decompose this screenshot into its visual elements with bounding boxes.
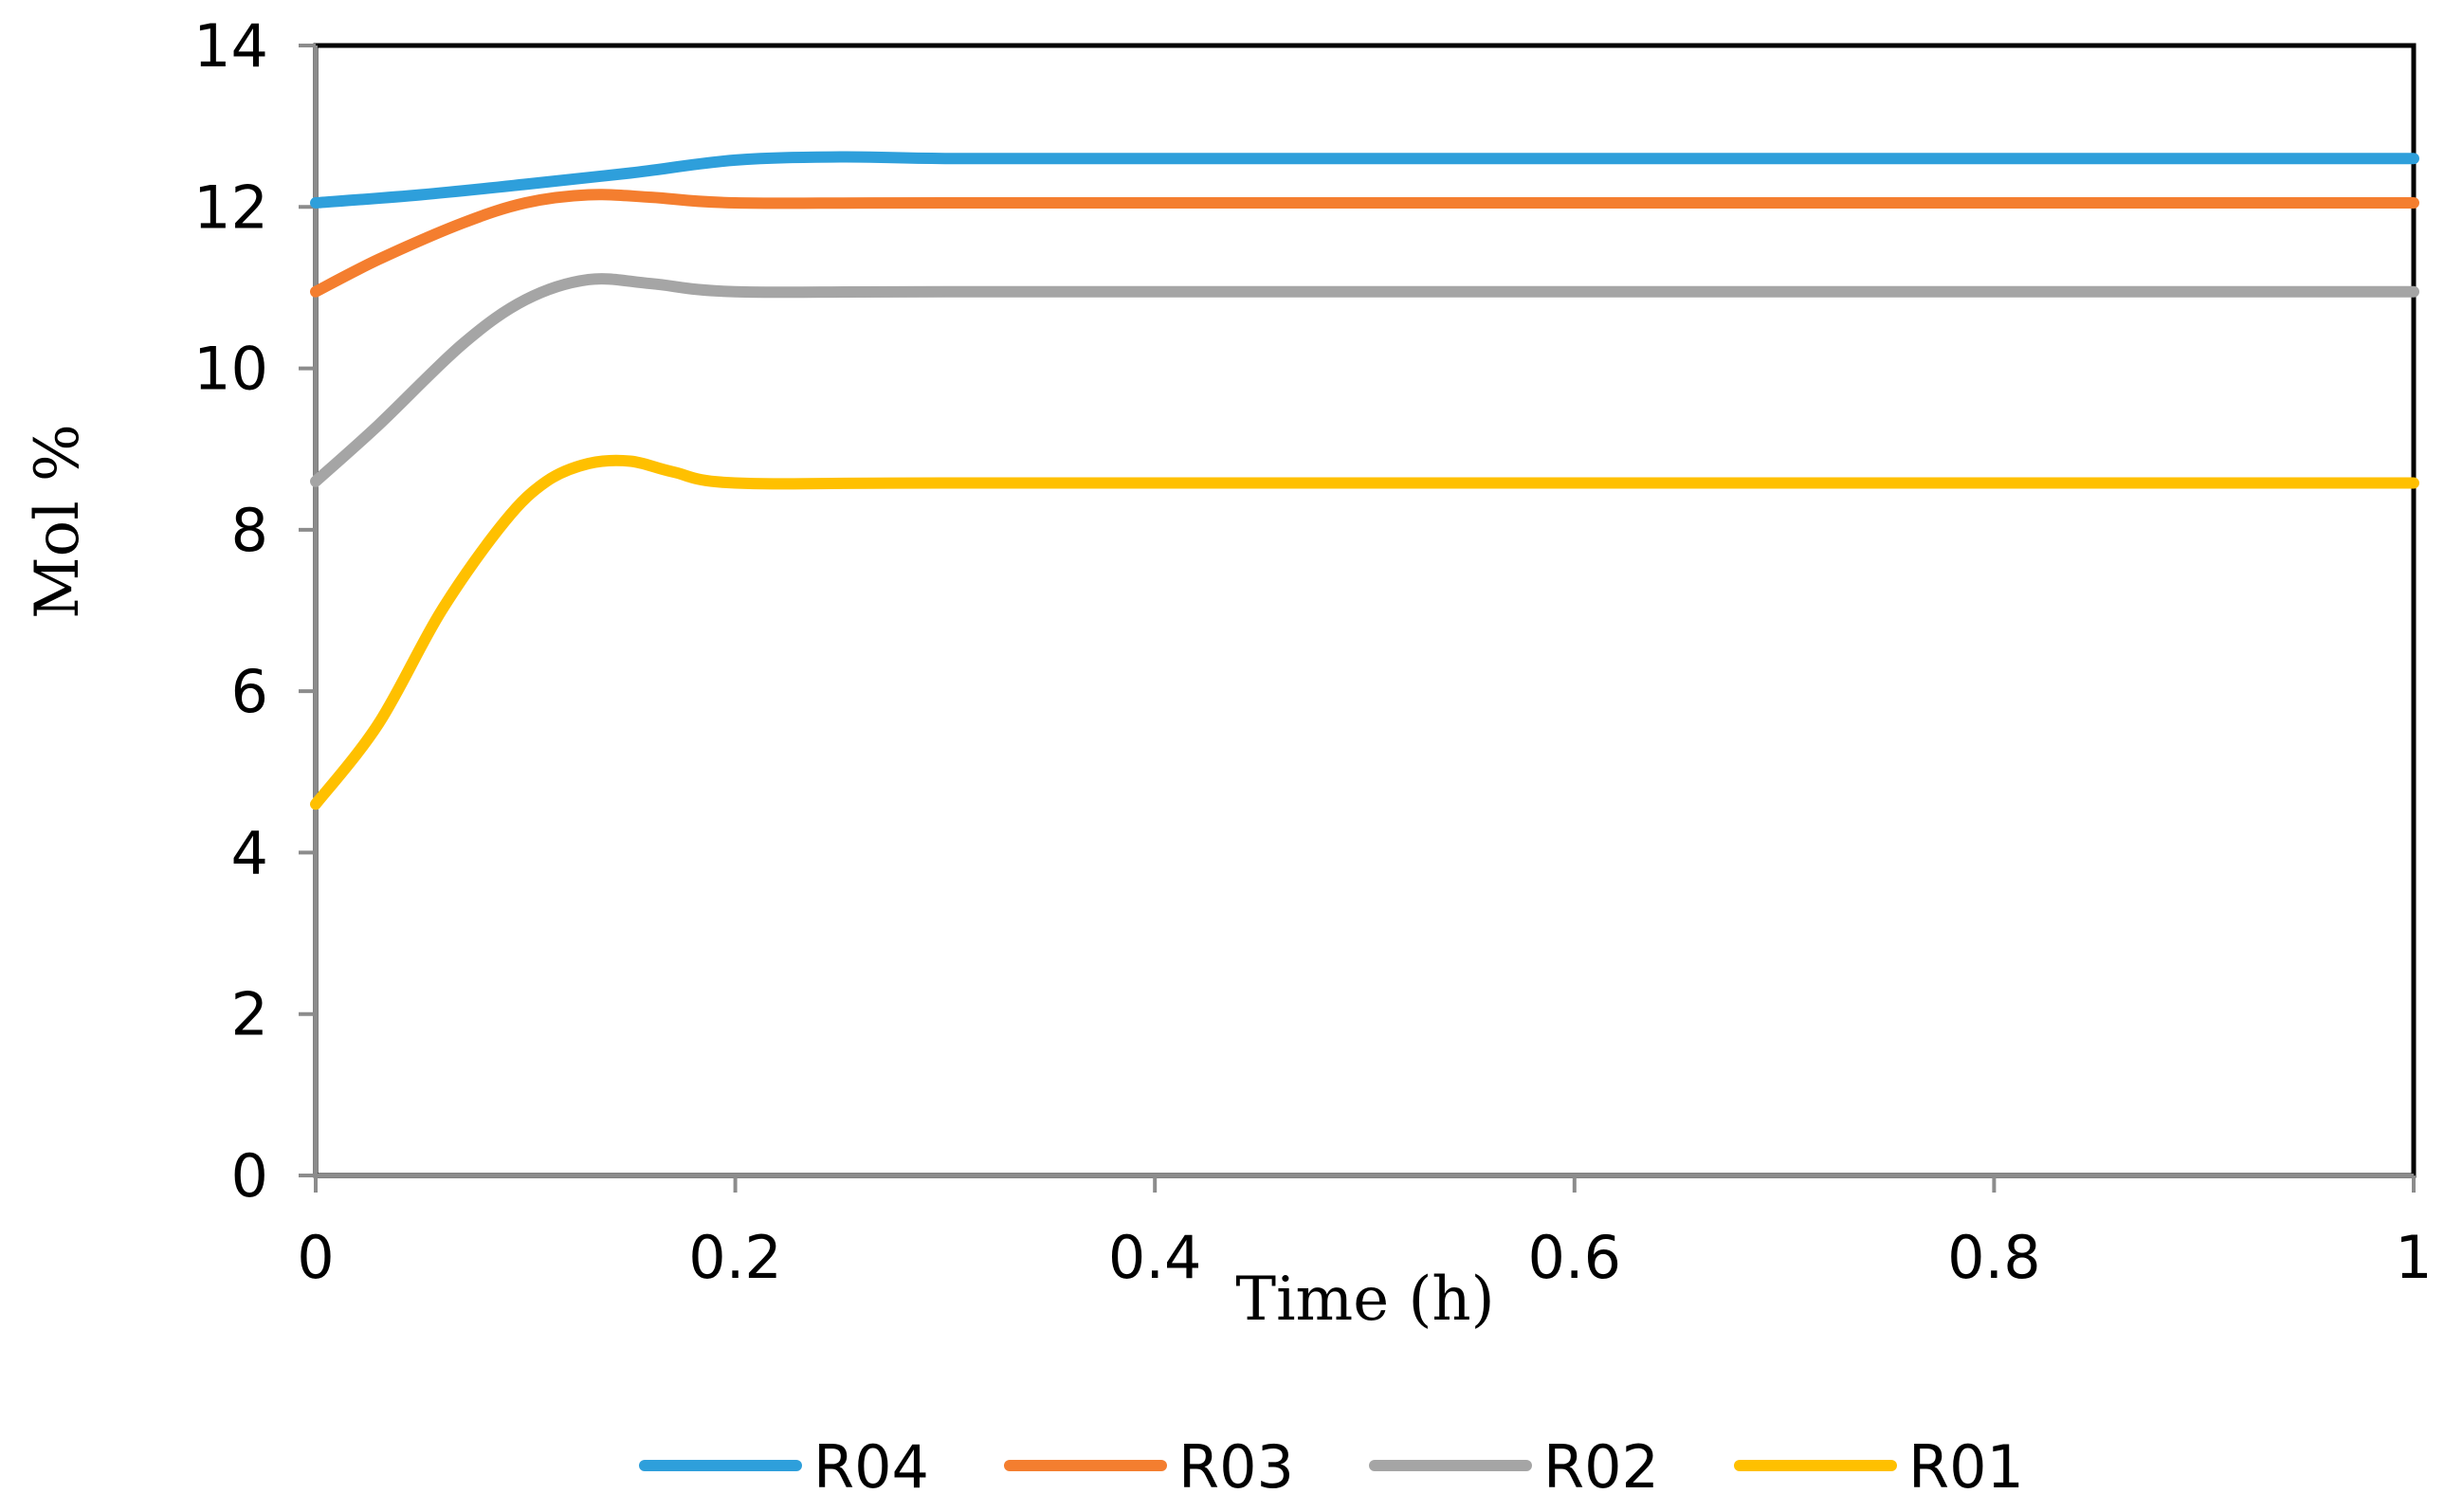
y-tick-label: 10 [193, 335, 268, 404]
y-tick-label: 8 [231, 496, 268, 565]
x-tick-label: 0 [297, 1223, 334, 1292]
y-tick-label: 12 [193, 173, 268, 242]
x-tick-label: 0.8 [1947, 1223, 2041, 1292]
y-tick-label: 6 [231, 657, 268, 726]
y-axis-title: Mol % [23, 424, 93, 619]
legend-label-r01: R01 [1908, 1432, 2024, 1502]
y-tick-label: 0 [231, 1141, 268, 1211]
y-tick-label: 2 [231, 980, 268, 1049]
legend-label-r03: R03 [1178, 1432, 1294, 1502]
series-line-r01 [310, 454, 2419, 811]
x-tick-label: 0.2 [688, 1223, 782, 1292]
series-line-r02 [310, 273, 2419, 487]
y-tick-label: 4 [231, 818, 268, 887]
series-line-r04 [310, 151, 2419, 209]
x-axis-title: Time (h) [1235, 1265, 1494, 1335]
plot-area: 0 2 4 6 8 10 12 14 0 0.2 0.4 0.6 0.8 1 [193, 11, 2433, 1292]
x-tick-label: 1 [2395, 1223, 2432, 1292]
legend: R04 R03 R02 R01 [639, 1432, 2024, 1502]
x-tick-label: 0.6 [1527, 1223, 1621, 1292]
legend-label-r04: R04 [813, 1432, 929, 1502]
y-tick-label: 14 [193, 11, 268, 81]
legend-label-r02: R02 [1543, 1432, 1659, 1502]
x-tick-label: 0.4 [1108, 1223, 1202, 1292]
series-line-r03 [310, 189, 2419, 298]
